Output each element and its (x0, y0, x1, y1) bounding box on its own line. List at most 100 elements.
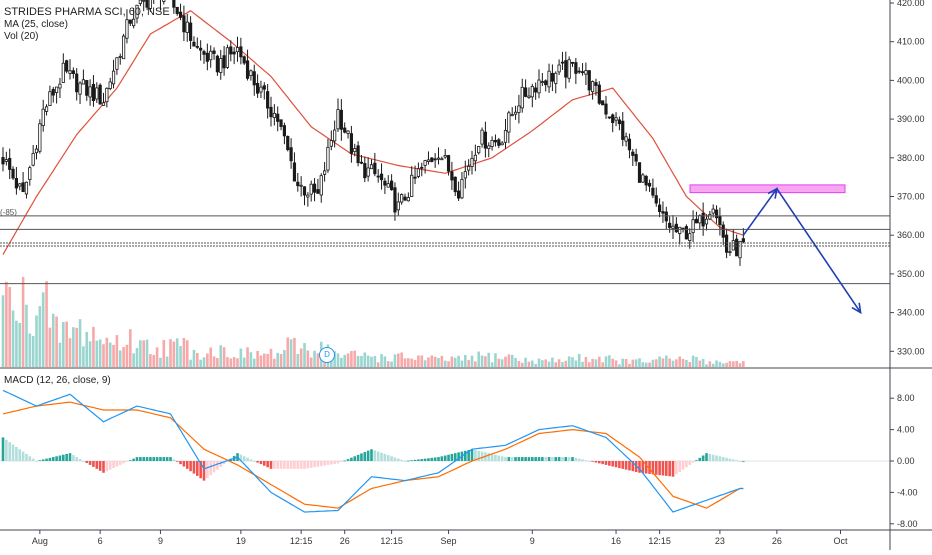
volume-bar (417, 355, 420, 367)
candle-down (544, 80, 548, 86)
candle-down (245, 60, 250, 79)
volume-bar (678, 356, 681, 367)
volume-bar (721, 363, 725, 367)
macd-histogram-bar (199, 461, 202, 479)
volume-bar (437, 357, 440, 367)
macd-histogram-bar (263, 461, 266, 466)
candle-up (235, 47, 240, 53)
candle-down (433, 158, 437, 161)
candle-up (463, 171, 467, 179)
candle-down (289, 147, 293, 162)
volume-bar (273, 358, 276, 367)
macd-histogram-bar (356, 454, 360, 461)
volume-bar (621, 358, 625, 367)
candle-down (356, 145, 360, 164)
candle-up (731, 240, 735, 251)
volume-bar (490, 362, 494, 367)
candle-up (460, 179, 464, 199)
volume-bar (427, 357, 430, 367)
time-tick-label: 26 (772, 536, 782, 546)
volume-bar (226, 357, 229, 367)
macd-histogram-bar (494, 454, 497, 461)
macd-histogram-bar (397, 458, 400, 461)
candle-up (507, 112, 511, 133)
volume-bar (577, 353, 581, 367)
macd-histogram-bar (182, 461, 186, 467)
candle-up (78, 82, 82, 95)
macd-histogram-bar (276, 461, 279, 469)
candle-up (24, 181, 29, 195)
macd-histogram-bar (21, 451, 25, 461)
macd-histogram-bar (249, 459, 253, 461)
volume-bar (531, 360, 534, 367)
candle-down (389, 180, 394, 191)
candle-up (135, 4, 139, 19)
candle-up (41, 108, 45, 126)
macd-histogram-bar (95, 461, 99, 469)
macd-histogram-bar (296, 461, 300, 469)
macd-histogram-bar (658, 461, 661, 476)
macd-histogram-bar (289, 461, 293, 469)
candle-up (58, 83, 62, 89)
candle-down (534, 87, 538, 93)
time-tick-label: 16 (611, 536, 621, 546)
volume-bar (618, 364, 621, 367)
macd-histogram-bar (159, 457, 162, 461)
macd-histogram-bar (654, 461, 658, 475)
macd-histogram-bar (564, 457, 568, 461)
volume-bar (41, 292, 45, 367)
candle-down (192, 41, 196, 47)
volume-bar (95, 340, 99, 367)
volume-bar (145, 339, 149, 367)
macd-histogram-bar (142, 457, 145, 461)
candle-up (185, 21, 189, 33)
macd-histogram-bar (108, 461, 112, 470)
volume-bar (524, 357, 527, 367)
volume-bar (31, 335, 35, 367)
macd-histogram-bar (480, 451, 484, 461)
macd-histogram-bar (169, 457, 172, 461)
volume-bar (742, 361, 745, 367)
time-tick-label: 19 (236, 536, 246, 546)
volume-bar (88, 341, 92, 367)
macd-histogram-bar (598, 461, 601, 464)
volume-bar (520, 362, 524, 367)
macd-histogram-bar (638, 461, 641, 473)
volume-bar (11, 310, 15, 367)
macd-histogram-bar (8, 442, 11, 461)
macd-histogram-bar (35, 461, 38, 462)
macd-histogram-bar (196, 461, 199, 476)
candle-up (440, 158, 444, 161)
macd-histogram-bar (517, 457, 521, 461)
macd-histogram-bar (500, 456, 504, 461)
candle-down (493, 139, 498, 143)
macd-histogram-bar (725, 457, 728, 461)
macd-histogram-bar (353, 456, 357, 461)
candle-down (430, 157, 434, 162)
candle-down (631, 151, 635, 156)
candle-down (266, 91, 270, 109)
dividend-marker[interactable]: D (319, 347, 335, 363)
macd-histogram-bar (132, 458, 135, 461)
candle-up (18, 183, 22, 187)
volume-bar (185, 340, 189, 367)
macd-histogram-bar (65, 453, 68, 461)
macd-tick-label: 8.00 (897, 393, 915, 403)
macd-histogram-bar (306, 461, 310, 469)
volume-bar (139, 340, 142, 367)
volume-bar (594, 359, 598, 367)
macd-histogram-bar (48, 457, 52, 461)
volume-bar (604, 356, 608, 367)
macd-histogram-bar (665, 461, 668, 476)
macd-histogram-bar (648, 461, 651, 474)
macd-histogram-bar (604, 461, 608, 465)
candle-up (115, 57, 119, 70)
candle-down (627, 138, 632, 151)
macd-histogram-bar (326, 461, 330, 466)
candle-down (145, 0, 149, 8)
volume-bar (514, 358, 517, 367)
price-tick-label: 370.00 (897, 192, 925, 202)
macd-histogram-bar (242, 456, 246, 461)
macd-histogram-bar (118, 461, 122, 465)
